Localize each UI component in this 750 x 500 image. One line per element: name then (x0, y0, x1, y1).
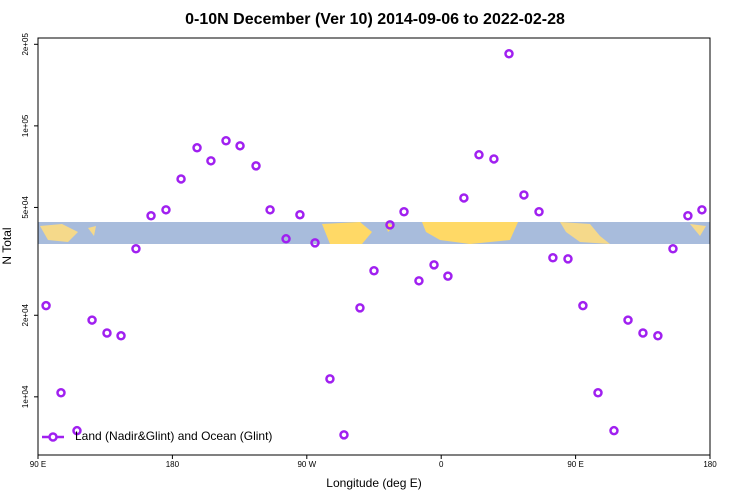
point (310, 238, 320, 248)
x-tick-label: 90 W (297, 460, 316, 469)
point (146, 210, 156, 221)
point (102, 328, 112, 338)
point (339, 430, 349, 440)
point (578, 300, 588, 311)
point (668, 243, 678, 254)
point (563, 254, 573, 264)
point (206, 156, 216, 166)
point (281, 234, 291, 244)
x-tick-label: 180 (166, 460, 180, 469)
point (683, 210, 693, 221)
y-tick-label: 1e+05 (21, 114, 30, 137)
point (265, 205, 275, 215)
y-tick-label: 2e+05 (21, 33, 30, 56)
point (116, 331, 126, 341)
point (519, 190, 529, 200)
point (489, 154, 499, 164)
plot-frame (37, 37, 711, 456)
point (385, 220, 395, 230)
point (443, 271, 453, 281)
point (459, 193, 469, 203)
point (399, 207, 409, 217)
point (504, 49, 514, 59)
x-tick-label: 90 E (30, 460, 46, 469)
point (161, 205, 171, 215)
y-tick-label: 2e+04 (21, 303, 30, 326)
point (131, 243, 141, 254)
y-tick-label: 5e+04 (21, 196, 30, 219)
point (355, 303, 365, 313)
point (295, 209, 305, 220)
point (697, 205, 707, 215)
point (251, 161, 261, 171)
point (176, 174, 186, 184)
point (72, 425, 82, 436)
x-tick-label: 0 (439, 460, 444, 469)
legend-label: Land (Nadir&Glint) and Ocean (Glint) (75, 429, 272, 443)
point (623, 315, 633, 325)
point (325, 374, 335, 384)
point (548, 253, 558, 263)
point (534, 207, 544, 217)
point (609, 425, 619, 436)
legend-marker (48, 432, 58, 442)
point (369, 265, 379, 276)
point (593, 388, 603, 398)
point (638, 328, 648, 338)
point (56, 388, 66, 398)
point (429, 260, 439, 270)
point (221, 136, 231, 146)
point (87, 315, 97, 325)
chart-title: 0-10N December (Ver 10) 2014-09-06 to 20… (185, 11, 565, 28)
point (41, 300, 51, 311)
map-strip (38, 222, 710, 244)
point (192, 143, 202, 153)
point (653, 331, 663, 341)
x-tick-label: 90 E (567, 460, 583, 469)
y-tick-label: 1e+04 (21, 385, 30, 408)
point (235, 141, 245, 151)
x-tick-label: 180 (703, 460, 717, 469)
point (414, 276, 424, 286)
y-axis-label: N Total (0, 227, 14, 264)
x-axis-label: Longitude (deg E) (326, 476, 421, 490)
point (474, 150, 484, 160)
